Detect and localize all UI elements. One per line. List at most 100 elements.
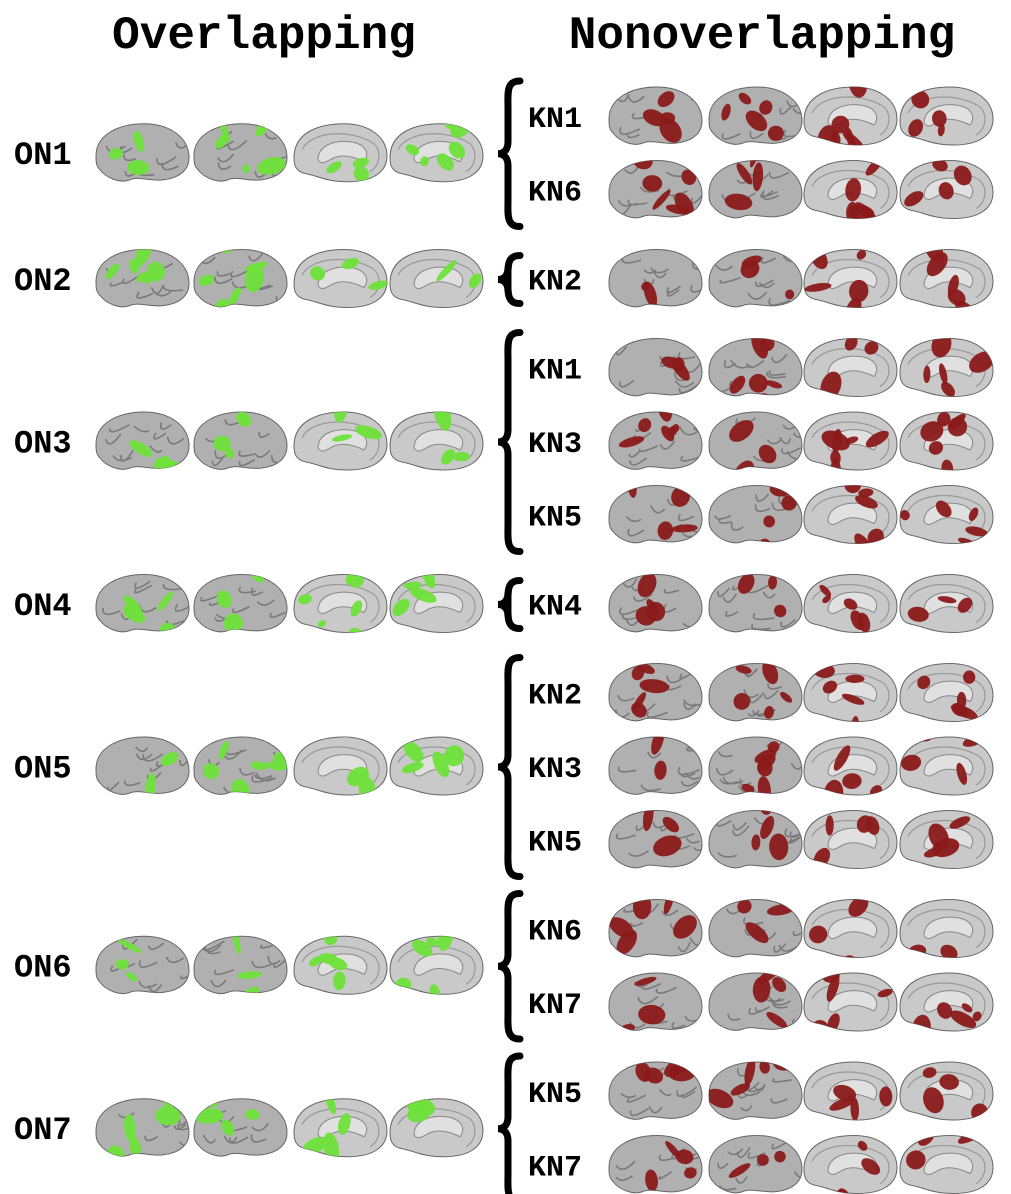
brain-lateral bbox=[194, 737, 294, 804]
brain-lateral bbox=[96, 575, 192, 638]
brain-lateral bbox=[96, 1096, 194, 1167]
network-label: ON5 bbox=[14, 750, 72, 787]
network-label: KN6 bbox=[528, 915, 582, 949]
brain-medial bbox=[294, 1090, 387, 1164]
brain-surface bbox=[709, 486, 802, 543]
brain-medial bbox=[900, 973, 993, 1043]
activation bbox=[830, 458, 841, 487]
brain-lateral bbox=[703, 1049, 802, 1119]
network-label: KN1 bbox=[528, 354, 582, 388]
gyrus bbox=[178, 258, 198, 261]
brain-lateral bbox=[709, 412, 807, 491]
brain-lateral bbox=[709, 87, 812, 144]
brain-medial bbox=[390, 925, 483, 1001]
brain-medial bbox=[294, 124, 387, 185]
brain-lateral bbox=[194, 565, 287, 637]
brain-medial bbox=[804, 811, 897, 871]
activation bbox=[845, 675, 864, 683]
brain-medial bbox=[294, 566, 387, 652]
brain-medial bbox=[900, 235, 993, 319]
brain-medial bbox=[390, 399, 483, 470]
network-label: KN1 bbox=[528, 103, 582, 137]
network-label: KN6 bbox=[528, 176, 582, 210]
brain-medial bbox=[294, 398, 387, 470]
brain-surface bbox=[96, 737, 189, 794]
brain-lateral bbox=[194, 409, 292, 470]
brain-medial bbox=[900, 87, 993, 145]
brain-medial bbox=[898, 486, 993, 556]
brain-medial bbox=[389, 563, 483, 633]
brain-medial bbox=[804, 969, 897, 1039]
network-label: KN5 bbox=[528, 1078, 582, 1112]
activation bbox=[118, 1155, 135, 1167]
brain-medial bbox=[804, 1136, 897, 1194]
gyrus bbox=[695, 91, 705, 99]
brain-lateral bbox=[609, 570, 702, 632]
brace bbox=[498, 1056, 520, 1194]
brain-lateral bbox=[709, 737, 805, 803]
activation bbox=[409, 304, 426, 327]
network-label: ON7 bbox=[14, 1112, 72, 1149]
activation bbox=[935, 884, 951, 898]
brain-medial bbox=[900, 156, 993, 218]
brain-medial bbox=[900, 410, 993, 478]
brain-lateral bbox=[709, 478, 806, 557]
brain-surface bbox=[194, 1099, 287, 1156]
brain-medial bbox=[390, 1093, 483, 1157]
network-label: ON3 bbox=[14, 425, 72, 462]
network-label: KN4 bbox=[528, 590, 582, 624]
activation bbox=[785, 289, 794, 299]
brace bbox=[498, 581, 520, 629]
brain-lateral bbox=[609, 339, 702, 396]
brain-lateral bbox=[609, 474, 703, 543]
figure: Overlapping Nonoverlapping ON1KN1KN6ON2K… bbox=[0, 0, 1011, 1194]
brain-medial bbox=[804, 662, 897, 737]
brain-lateral bbox=[709, 138, 802, 218]
brain-medial bbox=[390, 250, 484, 327]
brain-lateral bbox=[609, 87, 709, 147]
brace bbox=[498, 256, 520, 304]
network-label: KN7 bbox=[528, 1151, 582, 1185]
brain-surface bbox=[709, 1136, 802, 1193]
left-header: Overlapping bbox=[112, 10, 416, 62]
activation bbox=[121, 724, 134, 735]
activation bbox=[917, 716, 933, 742]
brain-lateral bbox=[709, 571, 802, 632]
brain-lateral bbox=[709, 897, 810, 957]
brace bbox=[498, 333, 520, 552]
activation bbox=[757, 1154, 769, 1166]
brain-lateral bbox=[709, 1136, 806, 1193]
network-label: ON4 bbox=[14, 588, 72, 625]
gyrus bbox=[794, 910, 811, 915]
brain-medial bbox=[804, 244, 897, 326]
network-label: ON6 bbox=[14, 950, 72, 987]
brain-lateral bbox=[709, 959, 810, 1031]
brain-lateral bbox=[609, 250, 706, 327]
brain-medial bbox=[900, 811, 993, 869]
brain-lateral bbox=[96, 236, 198, 307]
brain-medial bbox=[804, 1062, 897, 1121]
brain-medial bbox=[804, 737, 897, 809]
activation bbox=[755, 545, 766, 557]
brain-medial bbox=[804, 156, 897, 227]
brain-lateral bbox=[194, 928, 287, 998]
brain-surface bbox=[194, 936, 287, 993]
brain-lateral bbox=[609, 802, 710, 868]
brain-lateral bbox=[709, 250, 803, 307]
brain-medial bbox=[900, 1126, 993, 1194]
activation bbox=[651, 304, 660, 327]
brain-medial bbox=[804, 68, 897, 155]
network-label: KN5 bbox=[528, 501, 582, 535]
brain-medial bbox=[804, 412, 897, 487]
brain-medial bbox=[294, 250, 389, 308]
brain-medial bbox=[900, 664, 993, 723]
brain-lateral bbox=[96, 412, 189, 482]
brain-surface bbox=[609, 486, 702, 543]
brain-lateral bbox=[609, 973, 704, 1036]
brain-lateral bbox=[194, 115, 293, 181]
brain-lateral bbox=[609, 396, 707, 469]
brain-surface bbox=[96, 412, 189, 469]
network-label: KN2 bbox=[528, 679, 582, 713]
brain-lateral bbox=[709, 798, 803, 867]
right-header: Nonoverlapping bbox=[569, 10, 955, 62]
